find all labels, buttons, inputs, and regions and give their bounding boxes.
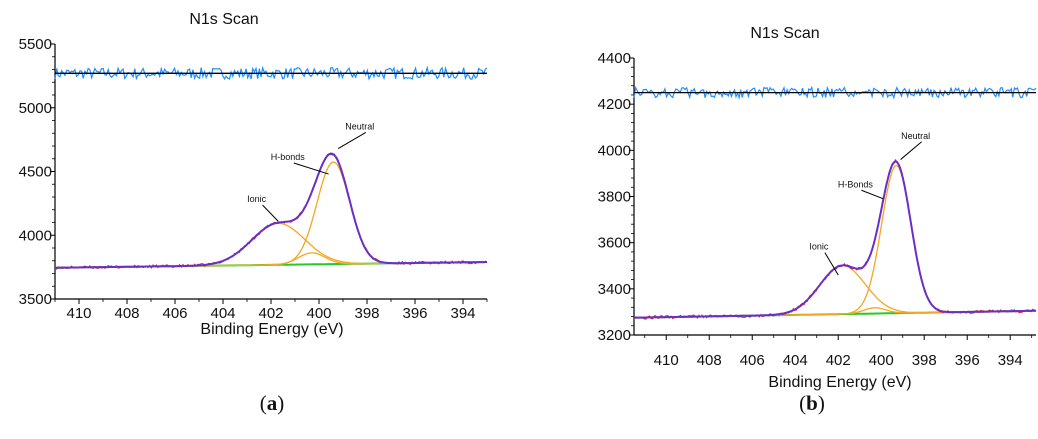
chart-title: N1s Scan bbox=[750, 25, 819, 42]
panel-letter: a bbox=[267, 391, 278, 415]
x-axis-label: Binding Energy (eV) bbox=[200, 321, 343, 338]
x-tick-label: 404 bbox=[783, 352, 808, 369]
x-tick-label: 402 bbox=[258, 305, 283, 322]
x-tick-label: 396 bbox=[402, 305, 427, 322]
y-tick-label: 3600 bbox=[598, 235, 631, 252]
x-tick-label: 408 bbox=[697, 352, 722, 369]
annotation-label: Ionic bbox=[809, 242, 829, 252]
x-tick-label: 400 bbox=[869, 352, 894, 369]
component-peak-neutral bbox=[54, 161, 487, 269]
panel-letter: b bbox=[806, 391, 818, 415]
x-tick-label: 402 bbox=[826, 352, 851, 369]
y-tick-label: 3200 bbox=[598, 327, 631, 344]
x-tick-label: 398 bbox=[912, 352, 937, 369]
annotation-leader bbox=[337, 131, 367, 149]
residual-trace bbox=[633, 85, 1037, 100]
envelope-fit-line bbox=[634, 160, 1036, 319]
raw-data-trace bbox=[54, 153, 488, 270]
annotation-leader bbox=[900, 141, 922, 160]
x-tick-label: 410 bbox=[654, 352, 679, 369]
y-tick-label: 4000 bbox=[19, 227, 52, 244]
chart-title: N1s Scan bbox=[189, 11, 258, 28]
annotation-label: H-bonds bbox=[271, 152, 306, 162]
x-tick-label: 394 bbox=[450, 305, 475, 322]
annotation-leader bbox=[824, 252, 839, 276]
x-tick-label: 410 bbox=[66, 305, 91, 322]
y-tick-label: 5500 bbox=[19, 36, 52, 53]
y-tick-label: 5000 bbox=[19, 100, 52, 117]
panel-label-b: (b) bbox=[799, 391, 825, 415]
annotation-label: Neutral bbox=[901, 131, 930, 141]
raw-data-trace bbox=[633, 159, 1037, 320]
annotation-leader bbox=[293, 162, 329, 175]
component-peak-ionic bbox=[634, 264, 1036, 319]
component-peak-neutral bbox=[634, 164, 1036, 319]
annotation-label: H-Bonds bbox=[838, 179, 874, 189]
x-tick-label: 398 bbox=[354, 305, 379, 322]
x-tick-label: 406 bbox=[740, 352, 765, 369]
chart-panel-b: N1s Scan Binding Energy (eV) (b) 3200 340… bbox=[598, 25, 1037, 415]
x-tick-label: 394 bbox=[998, 352, 1023, 369]
y-tick-label: 3500 bbox=[19, 291, 52, 308]
x-axis-label: Binding Energy (eV) bbox=[768, 374, 911, 391]
y-tick-label: 3800 bbox=[598, 189, 631, 206]
envelope-fit-line bbox=[54, 152, 487, 269]
annotation-label: Neutral bbox=[345, 121, 374, 131]
x-tick-label: 400 bbox=[306, 305, 331, 322]
y-tick-label: 4200 bbox=[598, 96, 631, 113]
annotation-leader bbox=[262, 204, 279, 222]
x-tick-label: 408 bbox=[114, 305, 139, 322]
x-tick-label: 396 bbox=[955, 352, 980, 369]
y-tick-label: 3400 bbox=[598, 281, 631, 298]
chart-panel-a: N1s Scan Binding Energy (eV) (a) 3500 400… bbox=[19, 11, 488, 415]
x-tick-label: 404 bbox=[210, 305, 235, 322]
y-tick-label: 4500 bbox=[19, 164, 52, 181]
x-tick-label: 406 bbox=[162, 305, 187, 322]
annotation-label: Ionic bbox=[247, 194, 267, 204]
panel-label-a: (a) bbox=[260, 391, 285, 415]
y-tick-label: 4000 bbox=[598, 142, 631, 159]
y-tick-label: 4400 bbox=[598, 50, 631, 67]
residual-trace bbox=[54, 65, 488, 81]
annotation-leader bbox=[861, 189, 884, 200]
